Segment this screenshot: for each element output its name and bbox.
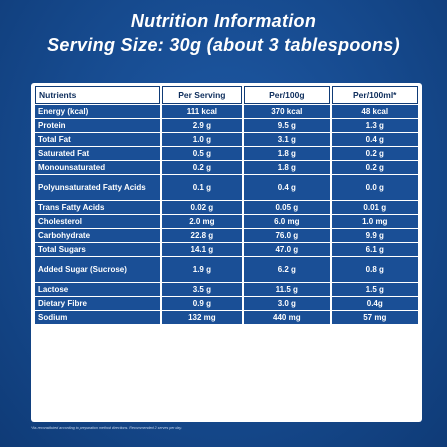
per-100g-value: 1.8 g	[244, 147, 330, 160]
nutrient-name: Polyunsaturated Fatty Acids	[35, 175, 160, 200]
table-row: Added Sugar (Sucrose) 1.9 g 6.2 g 0.8 g	[35, 257, 418, 282]
per-100ml-value: 1.0 mg	[331, 215, 418, 228]
header-per-serving: Per Serving	[161, 86, 243, 104]
per-100g-value: 6.0 mg	[244, 215, 330, 228]
table-row: Carbohydrate 22.8 g 76.0 g 9.9 g	[35, 229, 418, 242]
per-serving-value: 132 mg	[161, 311, 243, 324]
table-row: Total Fat 1.0 g 3.1 g 0.4 g	[35, 133, 418, 146]
table-row: Cholesterol 2.0 mg 6.0 mg 1.0 mg	[35, 215, 418, 228]
per-serving-value: 14.1 g	[161, 243, 243, 256]
per-100ml-value: 48 kcal	[331, 105, 418, 118]
per-100g-value: 0.4 g	[244, 175, 330, 200]
nutrient-name: Protein	[35, 119, 160, 132]
nutrient-name: Total Sugars	[35, 243, 160, 256]
per-serving-value: 22.8 g	[161, 229, 243, 242]
per-100ml-value: 9.9 g	[331, 229, 418, 242]
per-100g-value: 440 mg	[244, 311, 330, 324]
table-row: Polyunsaturated Fatty Acids 0.1 g 0.4 g …	[35, 175, 418, 200]
per-serving-value: 1.0 g	[161, 133, 243, 146]
per-serving-value: 0.9 g	[161, 297, 243, 310]
table-row: Trans Fatty Acids 0.02 g 0.05 g 0.01 g	[35, 201, 418, 214]
table-header-row: Nutrients Per Serving Per/100g Per/100ml…	[35, 86, 418, 104]
per-serving-value: 0.5 g	[161, 147, 243, 160]
nutrient-name: Saturated Fat	[35, 147, 160, 160]
per-100g-value: 0.05 g	[244, 201, 330, 214]
table-row: Dietary Fibre 0.9 g 3.0 g 0.4g	[35, 297, 418, 310]
per-100ml-value: 57 mg	[331, 311, 418, 324]
nutrient-name: Sodium	[35, 311, 160, 324]
per-serving-value: 2.9 g	[161, 119, 243, 132]
panel-title: Nutrition Information	[130, 11, 317, 31]
per-serving-value: 3.5 g	[161, 283, 243, 296]
footnote: *As reconstituted according to preparati…	[31, 426, 182, 430]
per-100g-value: 6.2 g	[244, 257, 330, 282]
serving-size: Serving Size: 30g (about 3 tablespoons)	[47, 35, 400, 55]
nutrient-name: Carbohydrate	[35, 229, 160, 242]
per-100g-value: 47.0 g	[244, 243, 330, 256]
nutrition-table: Nutrients Per Serving Per/100g Per/100ml…	[33, 85, 420, 325]
nutrient-name: Monounsaturated	[35, 161, 160, 174]
per-100g-value: 370 kcal	[244, 105, 330, 118]
per-100g-value: 3.0 g	[244, 297, 330, 310]
per-serving-value: 0.02 g	[161, 201, 243, 214]
per-100g-value: 3.1 g	[244, 133, 330, 146]
nutrient-name: Trans Fatty Acids	[35, 201, 160, 214]
per-100ml-value: 0.2 g	[331, 147, 418, 160]
nutrient-name: Added Sugar (Sucrose)	[35, 257, 160, 282]
per-serving-value: 1.9 g	[161, 257, 243, 282]
header-nutrients: Nutrients	[35, 86, 160, 104]
per-100ml-value: 0.0 g	[331, 175, 418, 200]
per-serving-value: 2.0 mg	[161, 215, 243, 228]
per-100ml-value: 0.4 g	[331, 133, 418, 146]
per-100ml-value: 0.4g	[331, 297, 418, 310]
nutrient-name: Dietary Fibre	[35, 297, 160, 310]
table-row: Lactose 3.5 g 11.5 g 1.5 g	[35, 283, 418, 296]
per-100g-value: 1.8 g	[244, 161, 330, 174]
table-row: Monounsaturated 0.2 g 1.8 g 0.2 g	[35, 161, 418, 174]
per-100ml-value: 0.8 g	[331, 257, 418, 282]
per-serving-value: 111 kcal	[161, 105, 243, 118]
nutrient-name: Cholesterol	[35, 215, 160, 228]
per-serving-value: 0.1 g	[161, 175, 243, 200]
table-row: Energy (kcal) 111 kcal 370 kcal 48 kcal	[35, 105, 418, 118]
header-per-100g: Per/100g	[244, 86, 330, 104]
nutrient-name: Lactose	[35, 283, 160, 296]
per-100ml-value: 0.2 g	[331, 161, 418, 174]
per-serving-value: 0.2 g	[161, 161, 243, 174]
nutrition-table-container: Nutrients Per Serving Per/100g Per/100ml…	[31, 83, 422, 422]
per-100ml-value: 0.01 g	[331, 201, 418, 214]
nutrient-name: Total Fat	[35, 133, 160, 146]
table-row: Protein 2.9 g 9.5 g 1.3 g	[35, 119, 418, 132]
per-100g-value: 76.0 g	[244, 229, 330, 242]
per-100g-value: 11.5 g	[244, 283, 330, 296]
per-100ml-value: 1.3 g	[331, 119, 418, 132]
nutrient-name: Energy (kcal)	[35, 105, 160, 118]
per-100ml-value: 1.5 g	[331, 283, 418, 296]
header-per-100ml: Per/100ml*	[331, 86, 418, 104]
table-row: Sodium 132 mg 440 mg 57 mg	[35, 311, 418, 324]
per-100g-value: 9.5 g	[244, 119, 330, 132]
table-row: Saturated Fat 0.5 g 1.8 g 0.2 g	[35, 147, 418, 160]
table-row: Total Sugars 14.1 g 47.0 g 6.1 g	[35, 243, 418, 256]
per-100ml-value: 6.1 g	[331, 243, 418, 256]
